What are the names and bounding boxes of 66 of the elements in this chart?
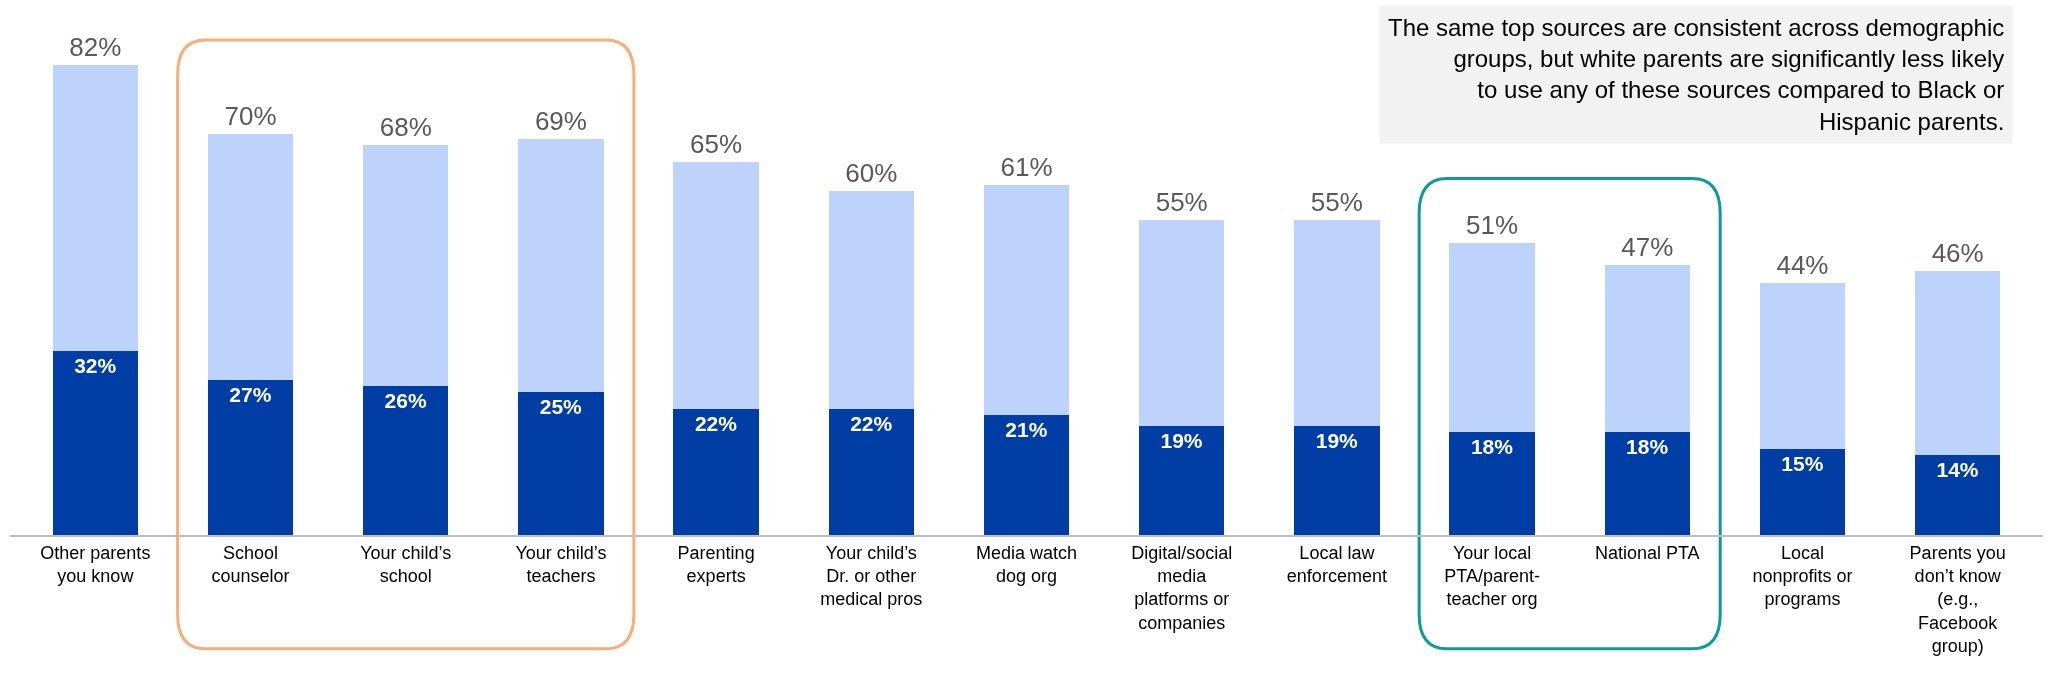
data-label: 15% (1781, 451, 1824, 475)
bar (518, 139, 604, 392)
bar (207, 380, 294, 535)
bar (518, 391, 604, 535)
total-label: 82% (69, 31, 122, 62)
bar (52, 64, 139, 352)
data-label: 25% (539, 394, 583, 418)
x-tick-label: Digital/social media platforms or companies (1131, 542, 1233, 633)
bar (363, 145, 449, 386)
bar (828, 408, 914, 535)
x-tick-label: School counselor (211, 542, 290, 586)
total-label: 61% (1000, 152, 1053, 183)
bar (1604, 265, 1690, 432)
bar (1449, 431, 1535, 535)
data-label: 26% (384, 388, 427, 412)
total-label: 44% (1776, 249, 1829, 280)
data-label: 19% (1160, 429, 1203, 453)
bar (828, 190, 914, 409)
x-tick-label: Parents you don’t know (e.g., Facebook group) (1909, 542, 2006, 657)
data-label: 32% (74, 354, 117, 378)
data-label: 27% (229, 383, 272, 407)
bar (983, 414, 1070, 535)
total-label: 51% (1466, 209, 1519, 240)
data-label: 22% (850, 411, 893, 435)
bar (1759, 448, 1846, 535)
total-label: 60% (845, 157, 898, 188)
total-label: 70% (224, 100, 277, 131)
total-label: 46% (1931, 238, 1984, 269)
data-label: 18% (1470, 434, 1514, 458)
total-label: 55% (1155, 186, 1208, 217)
bar (363, 385, 449, 535)
x-tick-label: Local law enforcement (1286, 542, 1387, 586)
bar (673, 408, 759, 535)
x-tick-label: Local nonprofits or programs (1752, 542, 1853, 610)
total-label: 68% (379, 112, 432, 143)
data-label: 22% (694, 411, 738, 435)
total-label: 47% (1621, 232, 1674, 263)
x-tick-label: Media watch dog org (975, 542, 1078, 586)
bar (1914, 454, 2001, 535)
total-label: 65% (690, 129, 743, 160)
bar (52, 351, 139, 535)
bar (1294, 426, 1380, 535)
x-tick-label: Your child’s school (360, 542, 452, 586)
total-label: 55% (1310, 186, 1363, 217)
x-tick-label: Other parents you know (40, 542, 151, 586)
bar (1139, 426, 1225, 535)
x-tick-label: Your local PTA/parent-teacher org (1444, 542, 1540, 610)
bar (1139, 219, 1225, 427)
bar (1294, 219, 1380, 427)
bar (983, 185, 1070, 415)
annotation: The same top sources are consistent across demographic groups, but white parents are significantly less likely to use any of these sources compared to Black or Hispanic parents. (1388, 14, 2005, 135)
bar (1914, 271, 2001, 455)
x-tick-label: Your child’s Dr. or other medical pros (820, 542, 923, 610)
data-label: 21% (1005, 417, 1048, 441)
bar (1759, 282, 1846, 449)
data-label: 14% (1936, 457, 1979, 481)
bar (1449, 242, 1535, 432)
x-tick-label: Parenting experts (677, 542, 755, 586)
bar (673, 162, 759, 409)
data-label: 19% (1315, 429, 1359, 453)
x-tick-label: Your child’s teachers (515, 542, 607, 586)
total-label: 69% (534, 106, 587, 137)
data-label: 18% (1626, 434, 1669, 458)
bar (1604, 431, 1690, 535)
x-tick-label: National PTA (1594, 542, 1700, 563)
bar (207, 133, 294, 381)
